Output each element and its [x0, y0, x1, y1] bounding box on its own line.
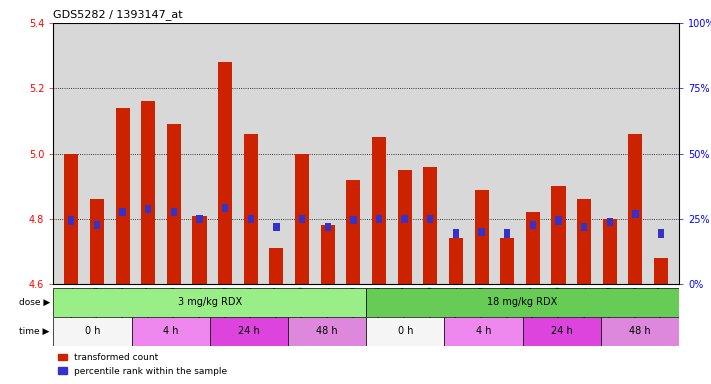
Bar	[90, 199, 104, 284]
Text: 0 h: 0 h	[397, 326, 413, 336]
Bar	[530, 221, 536, 230]
Bar	[193, 216, 206, 284]
Bar	[244, 134, 258, 284]
Text: 3 mg/kg RDX: 3 mg/kg RDX	[178, 297, 242, 308]
Bar	[53, 288, 366, 317]
Bar	[479, 228, 485, 236]
Text: 4 h: 4 h	[476, 326, 491, 336]
Bar	[555, 217, 562, 225]
Bar	[68, 217, 75, 225]
Bar	[288, 317, 366, 346]
Bar	[603, 219, 617, 284]
Bar	[141, 101, 155, 284]
Text: 0 h: 0 h	[85, 326, 100, 336]
Bar	[321, 225, 335, 284]
Bar	[500, 238, 514, 284]
Bar	[397, 170, 412, 284]
Bar	[218, 62, 232, 284]
Bar	[577, 199, 591, 284]
Bar	[606, 218, 613, 226]
Bar	[115, 108, 129, 284]
Bar	[171, 208, 177, 217]
Bar	[119, 208, 126, 217]
Bar	[366, 288, 679, 317]
Bar	[504, 230, 510, 238]
Bar	[269, 248, 284, 284]
Bar	[423, 167, 437, 284]
Bar	[222, 204, 228, 212]
Bar	[402, 215, 408, 223]
Bar	[526, 212, 540, 284]
Text: time ▶: time ▶	[19, 327, 50, 336]
Bar	[658, 230, 664, 238]
Bar	[581, 223, 587, 231]
Bar	[372, 137, 386, 284]
Bar	[601, 317, 679, 346]
Text: 48 h: 48 h	[629, 326, 651, 336]
Bar	[132, 317, 210, 346]
Bar	[453, 230, 459, 238]
Text: 24 h: 24 h	[551, 326, 572, 336]
Bar	[299, 215, 305, 223]
Text: 18 mg/kg RDX: 18 mg/kg RDX	[488, 297, 557, 308]
Bar	[474, 190, 488, 284]
Bar	[53, 317, 132, 346]
Bar	[552, 186, 565, 284]
Bar	[629, 134, 643, 284]
Bar	[196, 215, 203, 223]
Bar	[247, 215, 254, 223]
Bar	[449, 238, 463, 284]
Bar	[376, 215, 382, 223]
Bar	[346, 180, 360, 284]
Text: dose ▶: dose ▶	[18, 298, 50, 307]
Bar	[167, 124, 181, 284]
Bar	[145, 205, 151, 213]
Bar	[366, 317, 444, 346]
Bar	[632, 210, 638, 218]
Legend: transformed count, percentile rank within the sample: transformed count, percentile rank withi…	[58, 353, 228, 376]
Bar	[523, 317, 601, 346]
Bar	[427, 215, 434, 223]
Text: GDS5282 / 1393147_at: GDS5282 / 1393147_at	[53, 10, 183, 20]
Bar	[273, 223, 279, 231]
Bar	[654, 258, 668, 284]
Bar	[210, 317, 288, 346]
Text: 48 h: 48 h	[316, 326, 338, 336]
Bar	[444, 317, 523, 346]
Bar	[351, 216, 356, 224]
Bar	[94, 221, 100, 230]
Text: 4 h: 4 h	[163, 326, 178, 336]
Bar	[324, 223, 331, 231]
Text: 24 h: 24 h	[238, 326, 260, 336]
Bar	[295, 154, 309, 284]
Bar	[64, 154, 78, 284]
